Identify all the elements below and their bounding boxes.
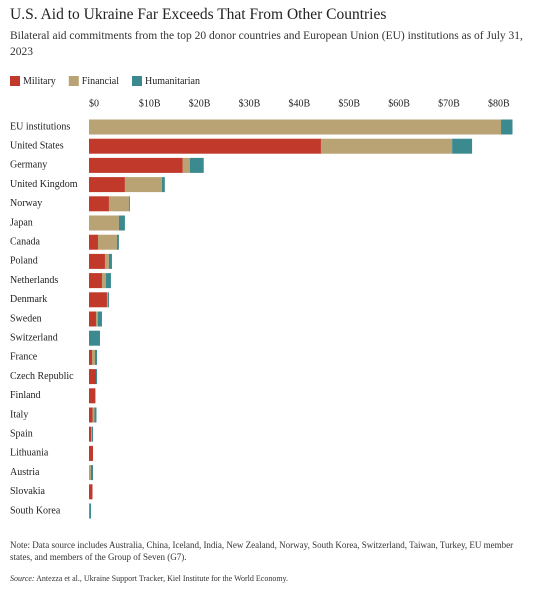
bar-segment [97,311,102,327]
bar-segment [89,445,93,461]
bar-segment [89,484,93,500]
y-tick-label: Finland [10,390,41,401]
y-tick-label: United Kingdom [10,179,78,190]
bar-segment [108,196,129,212]
bar-segment [89,407,93,423]
bar-segment [89,426,91,442]
bar-segment [89,273,102,289]
bar-segment [182,157,190,173]
bar-segment [108,253,112,269]
y-tick-label: Spain [10,428,33,439]
bar-segment [104,253,109,269]
x-tick-label: $60B [388,98,410,109]
y-tick-label: United States [10,140,64,151]
source-text: Antezza et al., Ukraine Support Tracker,… [36,574,289,583]
bar-segment [89,119,502,135]
bar-segment [89,253,105,269]
y-tick-label: Japan [10,217,33,228]
bar-segment [89,292,107,308]
bar-segment [101,273,106,289]
x-tick-label: $80B [488,98,510,109]
y-tick-label: Germany [10,160,47,171]
bar-segment [89,157,183,173]
bar-segment [89,349,92,365]
bar-segment [91,426,93,442]
bar-segment [89,177,125,193]
bar-segment [89,330,100,346]
bar-segment [94,349,97,365]
bar-segment [91,349,95,365]
note: Note: Data source includes Australia, Ch… [10,540,514,562]
bar-segment [89,503,91,519]
y-tick-label: Switzerland [10,332,58,343]
x-tick-label: $10B [139,98,161,109]
bar-segment [161,177,165,193]
y-tick-label: Czech Republic [10,371,74,382]
y-tick-label: EU institutions [10,121,70,132]
y-tick-label: Austria [10,467,40,478]
y-tick-label: Italy [10,409,28,420]
bar-segment [124,177,162,193]
x-tick-label: $40B [289,98,311,109]
y-tick-label: France [10,352,38,363]
legend-swatch [68,76,79,86]
legend-label: Military [23,76,56,87]
bar-segment [89,234,98,250]
bar-segment [106,292,108,308]
bar-segment [95,311,98,327]
x-tick-label: $50B [338,98,360,109]
source-label: Source: [10,574,35,583]
bar-segment [97,234,117,250]
legend-swatch [10,76,20,86]
bar-segment [501,119,513,135]
chart-subtitle: Bilateral aid commitments from the top 2… [10,30,523,58]
bar-segment [92,407,95,423]
bar-segment [89,388,95,404]
y-tick-label: Lithuania [10,448,49,459]
bar-segment [90,465,93,481]
y-tick-label: Canada [10,236,41,247]
legend-label: Humanitarian [145,76,200,87]
x-tick-label: $20B [189,98,211,109]
y-tick-label: Netherlands [10,275,58,286]
bar-segment [189,157,204,173]
bar-segment [107,292,109,308]
y-tick-label: Slovakia [10,486,46,497]
x-tick-label: $0 [89,98,99,109]
bar-segment [89,138,321,154]
bar-segment [89,465,91,481]
chart: Military Financial Humanitarian $0 $10B $20B $… [10,76,513,519]
source: Source: Antezza et al., Ukraine Support … [10,574,288,583]
y-tick-label: Norway [10,198,42,209]
y-tick-label: Denmark [10,294,47,305]
bar-segment [94,407,97,423]
bar-segment [452,138,473,154]
bar-segment [89,196,109,212]
y-tick-label: Sweden [10,313,42,324]
x-tick-label: $70B [438,98,460,109]
y-tick-label: Poland [10,256,38,267]
legend-label: Financial [82,76,119,87]
bar-segment [116,234,119,250]
legend-swatch [132,76,142,86]
bar-segment [89,215,119,231]
bar-segment [320,138,453,154]
bar-segment [89,369,96,385]
bar-segment [105,273,111,289]
y-tick-label: South Korea [10,505,61,516]
bar-segment [95,369,97,385]
bar-segment [128,196,130,212]
bar-segment [89,311,96,327]
bar-segment [90,426,92,442]
x-tick-label: $30B [239,98,261,109]
bar-segment [118,215,125,231]
chart-title: U.S. Aid to Ukraine Far Exceeds That Fro… [10,6,387,23]
